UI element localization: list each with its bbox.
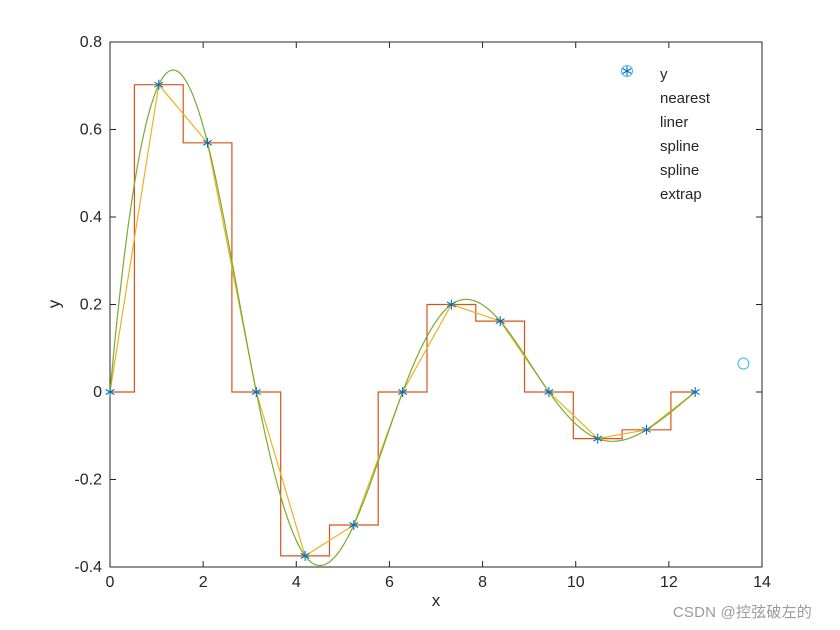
legend-label: spline (660, 161, 700, 179)
linear-interp-line (109, 83, 696, 557)
y-tick-label: 0.8 (80, 34, 102, 51)
y-tick-label: -0.2 (74, 472, 102, 489)
y-axis-label: y (44, 299, 64, 309)
legend-label: spline (660, 137, 700, 155)
y-tick-label: 0.6 (80, 122, 102, 139)
x-tick-label: 6 (385, 574, 394, 591)
asterisk-marker (690, 389, 700, 395)
x-axis-label: x (431, 591, 441, 610)
x-tick-label: 10 (567, 574, 585, 591)
y-tick-label: 0.4 (80, 209, 102, 226)
spline-interp-line (109, 69, 696, 567)
x-tick-label: 8 (478, 574, 487, 591)
legend-row-5: extrap (618, 64, 710, 206)
legend-label: nearest (660, 89, 711, 107)
asterisk-marker (495, 318, 505, 325)
asterisk-marker (349, 522, 359, 528)
x-tick-label: 12 (660, 574, 678, 591)
watermark: CSDN @控弦破左的 (672, 604, 812, 621)
x-tick-label: 4 (292, 574, 301, 591)
extrap-point-circle (737, 357, 750, 370)
legend-row-0: y (618, 62, 710, 86)
asterisk-marker (202, 139, 213, 146)
nearest-interp-line (110, 84, 696, 557)
asterisk-marker (641, 426, 652, 433)
asterisk-marker (154, 81, 164, 88)
x-tick-label: 14 (753, 574, 771, 591)
y-tick-label: 0 (93, 384, 102, 401)
legend-label: extrap (660, 185, 702, 203)
legend-row-4: spline (618, 158, 710, 182)
asterisk-marker (300, 552, 310, 559)
axis-ticks (109, 41, 763, 568)
asterisk-marker (105, 389, 115, 395)
asterisk-marker (544, 389, 554, 395)
asterisk-marker (446, 301, 456, 308)
y-tick-label: -0.4 (74, 559, 102, 576)
y-tick-label: 0.2 (80, 297, 102, 314)
x-tick-label: 2 (199, 574, 208, 591)
legend: y nearest liner spline spline extrap (618, 62, 710, 206)
legend-row-1: nearest (618, 86, 710, 110)
legend-label: y (660, 65, 668, 83)
asterisk-marker (398, 389, 408, 395)
legend-label: liner (660, 113, 689, 131)
asterisk-marker (593, 435, 603, 442)
asterisk-marker (251, 389, 261, 395)
x-tick-label: 0 (106, 574, 115, 591)
tick-labels: 0 2 4 6 8 10 12 14 -0.4 -0.2 0 0.2 0.4 0.6 0.8 (74, 34, 771, 591)
data-point-markers (105, 79, 700, 561)
legend-row-3: spline (618, 134, 710, 158)
legend-row-2: liner (618, 110, 710, 134)
